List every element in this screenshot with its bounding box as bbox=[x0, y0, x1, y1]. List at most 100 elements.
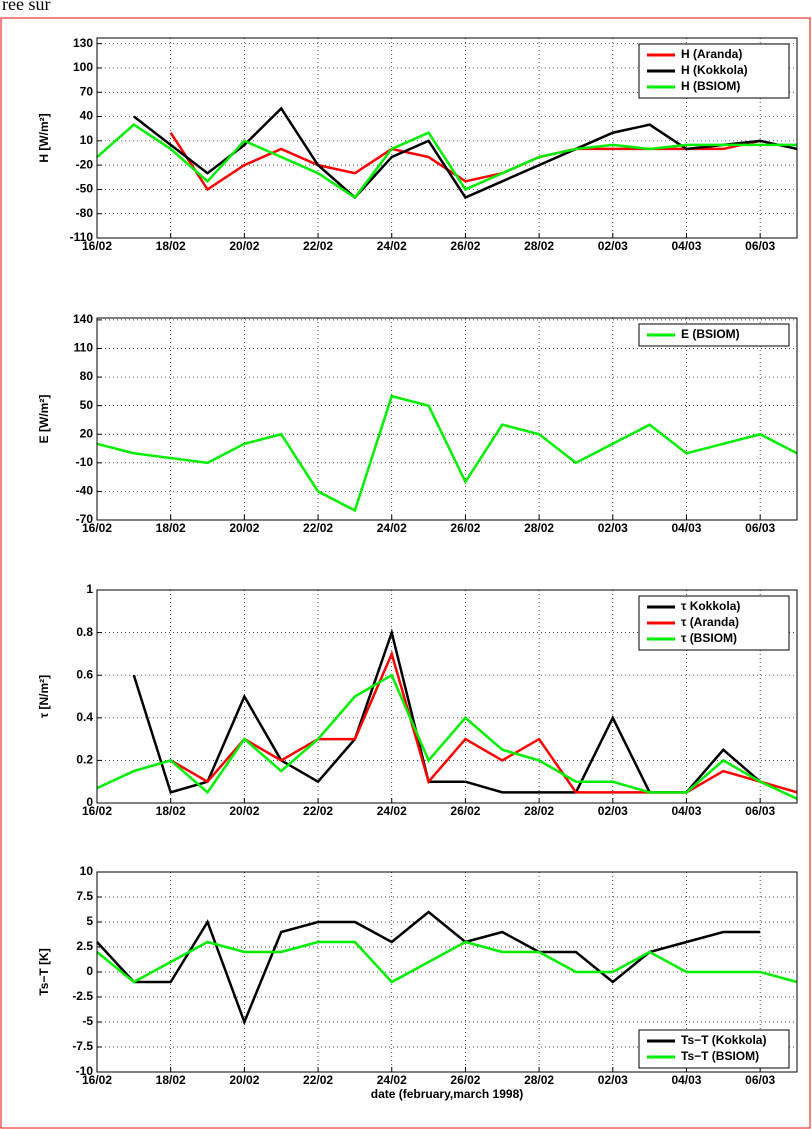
y-tick-label: 0.2 bbox=[76, 753, 93, 767]
y-tick-label: -50 bbox=[76, 182, 94, 196]
x-tick-label: 24/02 bbox=[377, 1073, 407, 1087]
x-tick-label: 28/02 bbox=[524, 804, 554, 818]
x-tick-label: 22/02 bbox=[303, 804, 333, 818]
plot-frame bbox=[96, 317, 798, 521]
plot-frame bbox=[96, 871, 798, 1073]
x-tick-label: 26/02 bbox=[450, 521, 480, 535]
y-axis-label: H [W/m²] bbox=[37, 113, 51, 162]
x-tick-label: 24/02 bbox=[377, 239, 407, 253]
y-tick-label: 20 bbox=[80, 426, 94, 440]
series-line bbox=[132, 628, 761, 794]
x-tick-label: 20/02 bbox=[229, 1073, 259, 1087]
x-tick-label: 06/03 bbox=[745, 239, 775, 253]
series-line bbox=[133, 106, 798, 200]
y-tick-label: 70 bbox=[80, 84, 94, 98]
x-tick-label: 02/03 bbox=[598, 804, 628, 818]
x-tick-label: 28/02 bbox=[524, 521, 554, 535]
series-line bbox=[170, 650, 798, 794]
x-tick-label: 02/03 bbox=[598, 1073, 628, 1087]
series-line bbox=[96, 673, 798, 800]
y-tick-label: 110 bbox=[74, 341, 94, 355]
x-tick-label: 16/02 bbox=[82, 239, 112, 253]
x-tick-label: 16/02 bbox=[82, 1073, 112, 1087]
x-tick-label: 04/03 bbox=[671, 239, 701, 253]
y-tick-label: 80 bbox=[80, 369, 94, 383]
y-tick-label: 1 bbox=[86, 582, 93, 596]
legend-box bbox=[638, 323, 790, 347]
legend-label: τ Kokkola) bbox=[681, 599, 740, 613]
y-tick-label: 0.6 bbox=[76, 667, 93, 681]
x-axis-label: date (february,march 1998) bbox=[371, 1087, 524, 1101]
frame bbox=[0, 17, 811, 1129]
header-fragment: ree sur bbox=[2, 0, 50, 14]
y-tick-label: 0.8 bbox=[76, 625, 93, 639]
y-tick-label: 5 bbox=[86, 914, 93, 928]
x-tick-label: 04/03 bbox=[671, 521, 701, 535]
y-tick-label: 100 bbox=[73, 60, 93, 74]
y-tick-label: -110 bbox=[70, 230, 94, 244]
x-tick-label: 24/02 bbox=[377, 804, 407, 818]
x-tick-label: 22/02 bbox=[303, 521, 333, 535]
x-tick-label: 26/02 bbox=[450, 239, 480, 253]
y-axis-label: E [W/m²] bbox=[37, 395, 51, 444]
legend-box bbox=[638, 1029, 790, 1069]
series-line bbox=[96, 940, 798, 984]
y-tick-label: -5 bbox=[82, 1014, 93, 1028]
legend-label: E (BSIOM) bbox=[681, 327, 740, 341]
y-tick-label: 140 bbox=[73, 312, 93, 326]
x-tick-label: 02/03 bbox=[598, 239, 628, 253]
y-tick-label: -2.5 bbox=[72, 989, 93, 1003]
y-tick-label: 7.5 bbox=[76, 889, 93, 903]
y-tick-label: 50 bbox=[80, 398, 94, 412]
x-tick-label: 04/03 bbox=[671, 1073, 701, 1087]
series-line bbox=[96, 394, 798, 513]
legend-label: τ (BSIOM) bbox=[681, 631, 737, 645]
y-axis-label: τ [N/m²] bbox=[37, 675, 51, 718]
series-line bbox=[96, 910, 761, 1026]
x-tick-label: 26/02 bbox=[450, 804, 480, 818]
x-tick-label: 24/02 bbox=[377, 521, 407, 535]
y-tick-label: 0 bbox=[86, 795, 93, 809]
x-tick-label: 06/03 bbox=[745, 804, 775, 818]
y-tick-label: 0 bbox=[86, 964, 93, 978]
x-tick-label: 26/02 bbox=[450, 1073, 480, 1087]
series-line bbox=[169, 132, 761, 192]
y-tick-label: 10 bbox=[80, 133, 94, 147]
legend-label: Ts−T (Kokkola) bbox=[681, 1033, 766, 1047]
x-tick-label: 20/02 bbox=[229, 804, 259, 818]
legend-label: H (BSIOM) bbox=[681, 79, 740, 93]
y-tick-label: -80 bbox=[76, 206, 94, 220]
y-tick-label: 40 bbox=[80, 109, 94, 123]
y-tick-label: -10 bbox=[76, 1064, 94, 1078]
plot-frame bbox=[96, 589, 798, 804]
y-tick-label: -10 bbox=[76, 455, 94, 469]
plot-frame bbox=[96, 37, 798, 239]
legend-label: H (Kokkola) bbox=[681, 63, 748, 77]
x-tick-label: 16/02 bbox=[82, 521, 112, 535]
y-tick-label: 130 bbox=[73, 36, 93, 50]
y-tick-label: -70 bbox=[76, 512, 94, 526]
x-tick-label: 18/02 bbox=[156, 1073, 186, 1087]
y-tick-label: -7.5 bbox=[72, 1039, 93, 1053]
x-tick-label: 06/03 bbox=[745, 1073, 775, 1087]
x-tick-label: 20/02 bbox=[229, 239, 259, 253]
x-tick-label: 18/02 bbox=[156, 521, 186, 535]
y-tick-label: 2.5 bbox=[76, 939, 93, 953]
legend-label: τ (Aranda) bbox=[681, 615, 739, 629]
y-axis-label: Ts−T [K] bbox=[37, 948, 51, 995]
y-tick-label: -20 bbox=[76, 157, 94, 171]
x-tick-label: 22/02 bbox=[303, 239, 333, 253]
x-tick-label: 16/02 bbox=[82, 804, 112, 818]
x-tick-label: 22/02 bbox=[303, 1073, 333, 1087]
legend-label: H (Aranda) bbox=[681, 47, 742, 61]
series-line bbox=[96, 123, 797, 200]
y-tick-label: 10 bbox=[80, 864, 94, 878]
x-tick-label: 20/02 bbox=[229, 521, 259, 535]
x-tick-label: 06/03 bbox=[745, 521, 775, 535]
x-tick-label: 18/02 bbox=[156, 804, 186, 818]
x-tick-label: 28/02 bbox=[524, 1073, 554, 1087]
x-tick-label: 28/02 bbox=[524, 239, 554, 253]
x-tick-label: 02/03 bbox=[598, 521, 628, 535]
y-tick-label: -40 bbox=[76, 484, 94, 498]
